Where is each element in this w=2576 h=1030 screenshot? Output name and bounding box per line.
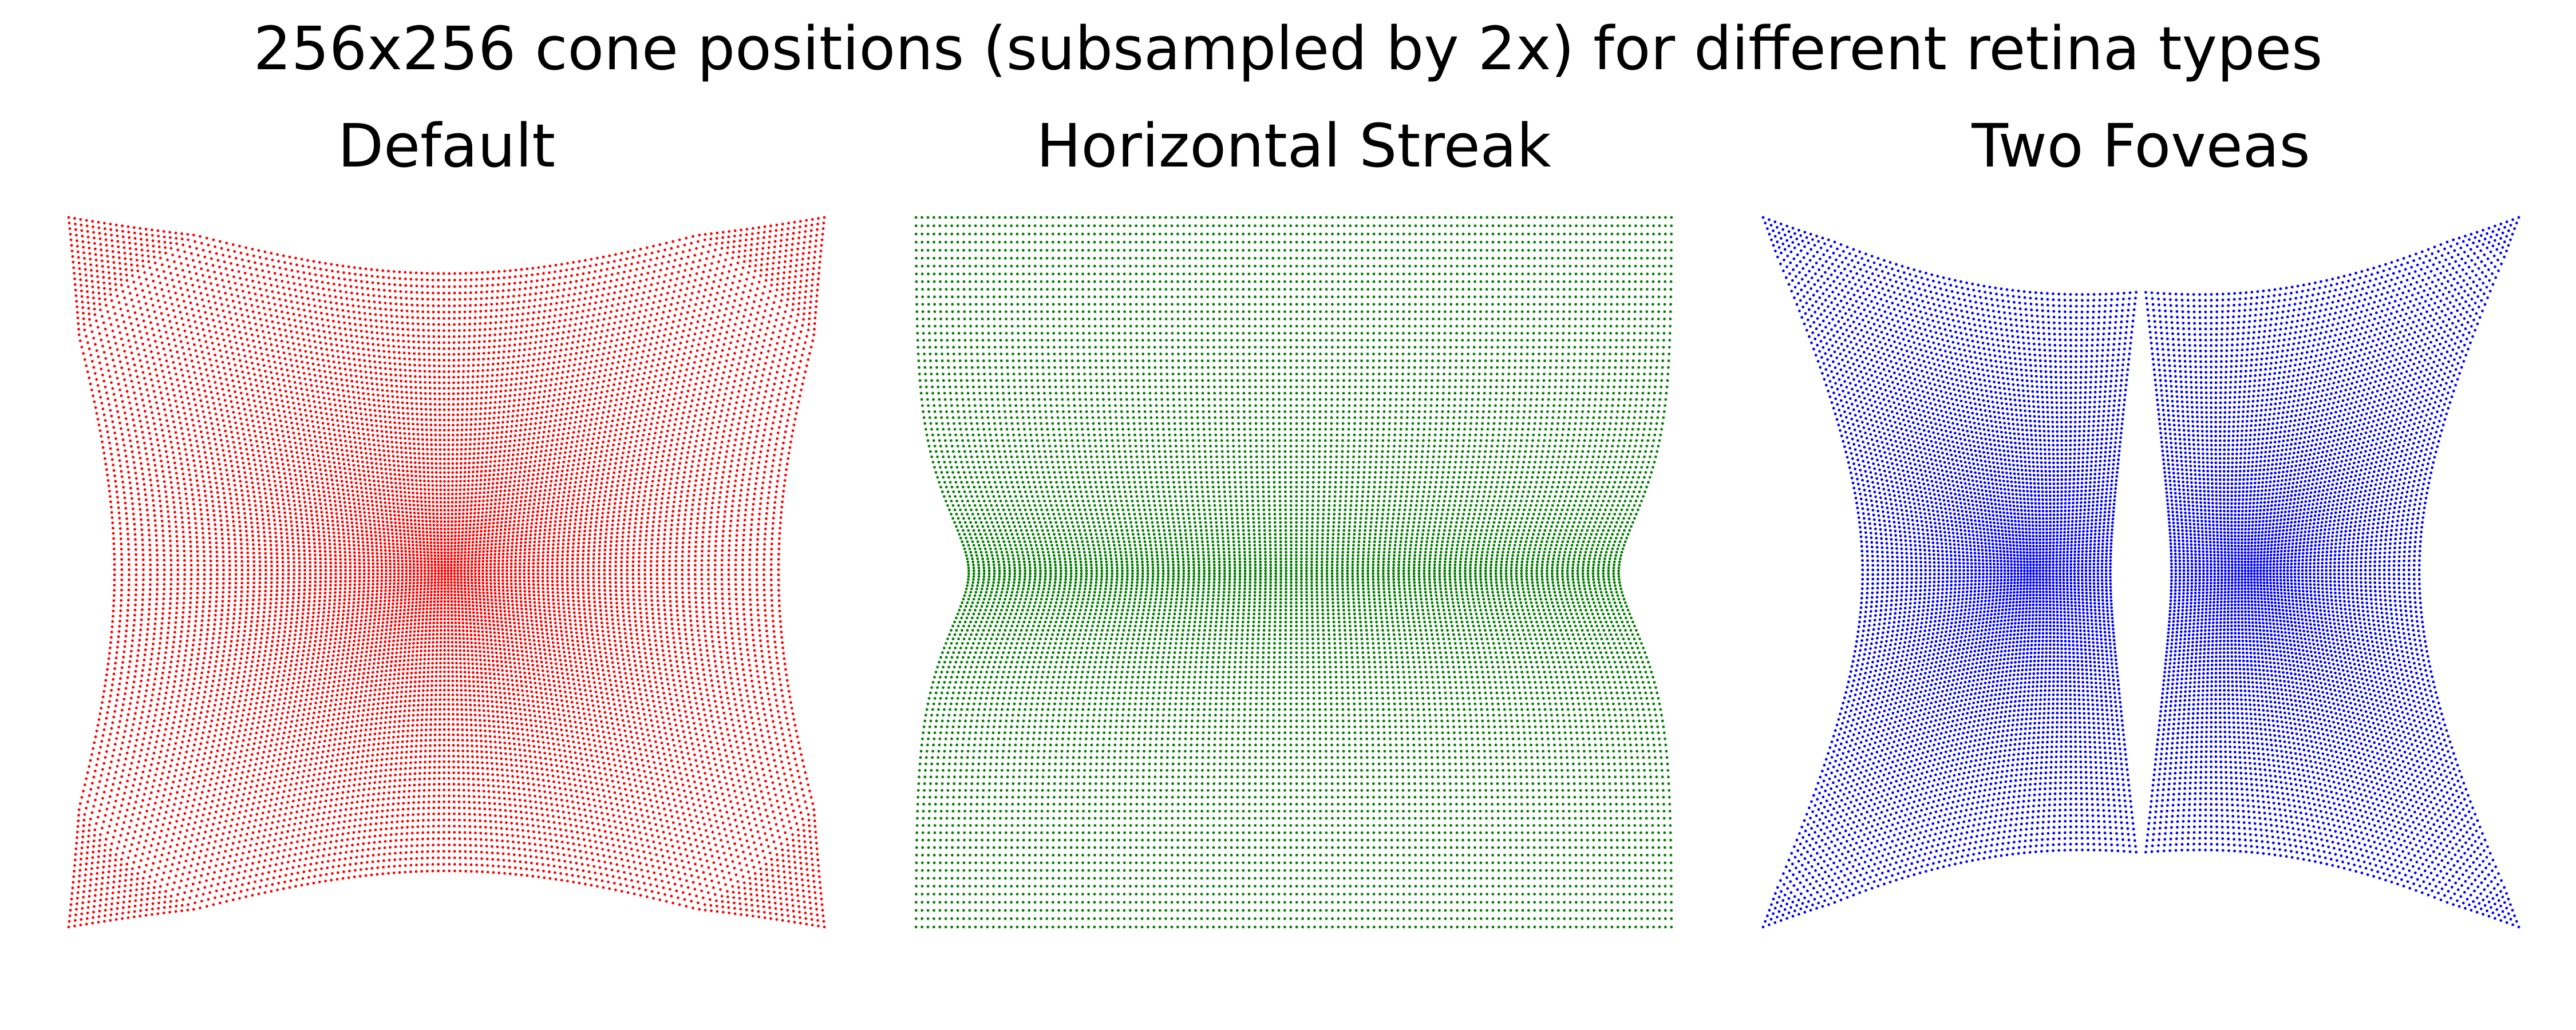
figure-title: 256x256 cone positions (subsampled by 2x… xyxy=(253,14,2323,84)
panel-two-foveas: Two Foveas xyxy=(1740,103,2542,961)
panel-title-two-foveas: Two Foveas xyxy=(1971,111,2310,181)
panel-title-horizontal-streak: Horizontal Streak xyxy=(1036,111,1551,181)
panel-default: Default xyxy=(46,103,847,961)
cone-points-0 xyxy=(67,216,826,929)
cone-points-2 xyxy=(1761,216,2520,929)
scatter-plot-two-foveas xyxy=(1761,216,2520,929)
cone-position-markers xyxy=(67,216,826,929)
panel-title-default: Default xyxy=(338,111,555,181)
scatter-plot-horizontal-streak xyxy=(914,216,1673,929)
cone-position-markers xyxy=(914,216,1673,929)
cone-position-markers xyxy=(1761,216,2520,929)
panel-horizontal-streak: Horizontal Streak xyxy=(893,103,1694,961)
scatter-plot-default xyxy=(67,216,826,929)
cone-points-1 xyxy=(914,216,1673,929)
